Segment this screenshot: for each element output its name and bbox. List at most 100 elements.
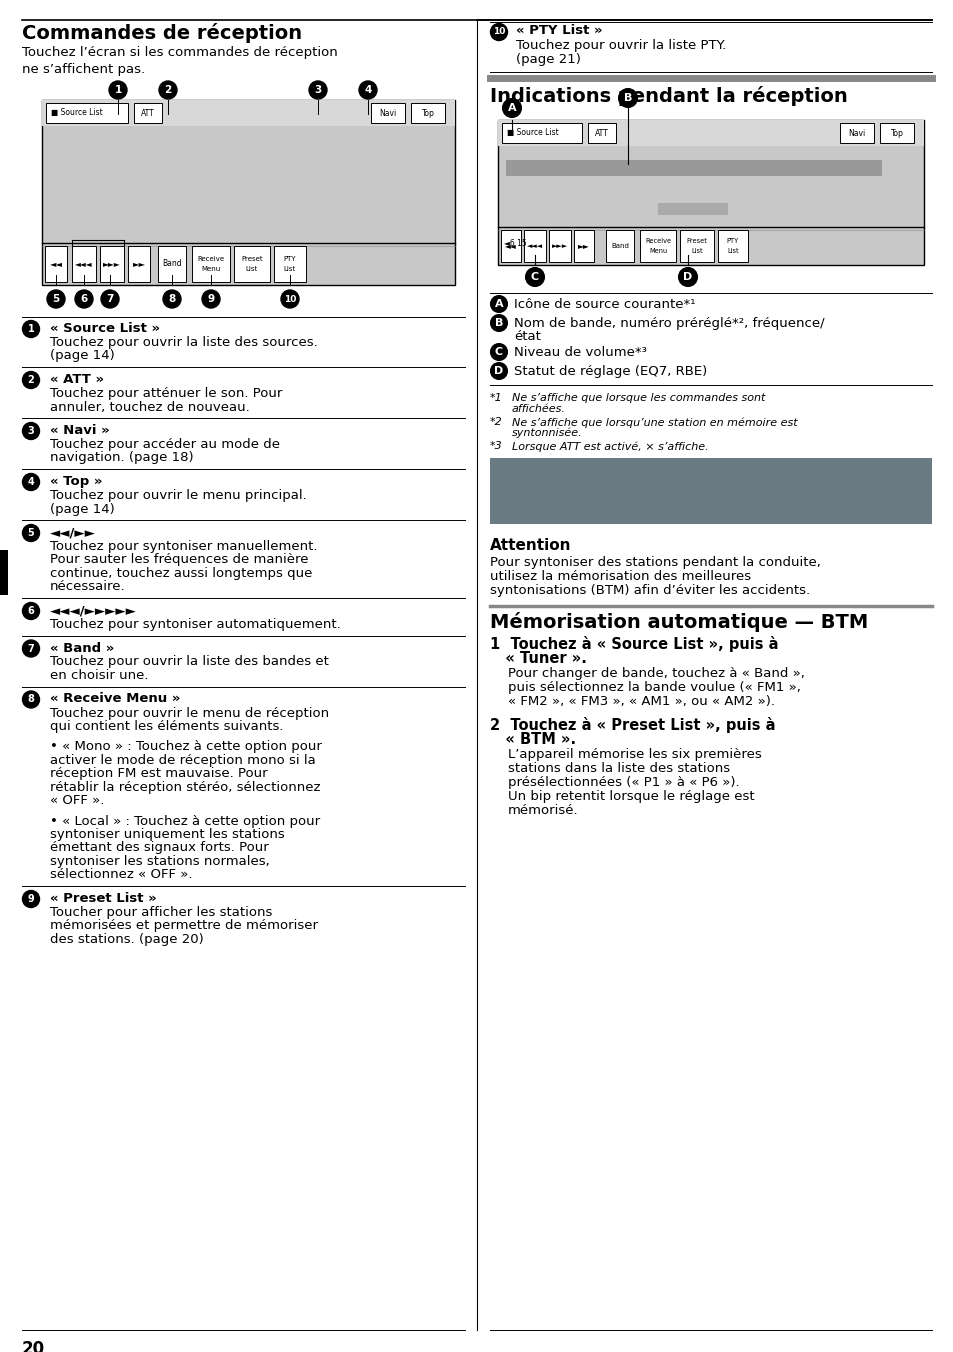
Text: ►►: ►►: [132, 260, 146, 269]
Text: Touchez pour accéder au mode de: Touchez pour accéder au mode de: [50, 438, 280, 452]
Text: 4: 4: [364, 85, 372, 95]
Text: réception FM est mauvaise. Pour: réception FM est mauvaise. Pour: [50, 767, 268, 780]
Text: ATT: ATT: [141, 108, 154, 118]
Circle shape: [525, 268, 543, 287]
Text: ◄6 15: ◄6 15: [503, 238, 526, 247]
FancyBboxPatch shape: [497, 120, 923, 265]
Circle shape: [491, 362, 506, 379]
Text: « OFF ».: « OFF ».: [50, 794, 104, 807]
Text: Navi: Navi: [847, 128, 864, 138]
Text: 5: 5: [52, 293, 59, 304]
Text: 3: 3: [28, 426, 34, 435]
Text: Touchez pour ouvrir la liste PTY.: Touchez pour ouvrir la liste PTY.: [516, 39, 725, 51]
Text: « FM2 », « FM3 », « AM1 », ou « AM2 »).: « FM2 », « FM3 », « AM1 », ou « AM2 »).: [507, 695, 774, 708]
Text: 4: 4: [28, 477, 34, 487]
FancyBboxPatch shape: [0, 550, 8, 595]
Text: C: C: [531, 272, 538, 283]
Circle shape: [491, 315, 506, 331]
Text: ■ Source List: ■ Source List: [51, 108, 103, 118]
Text: Top: Top: [421, 108, 434, 118]
Text: Touchez pour syntoniser automatiquement.: Touchez pour syntoniser automatiquement.: [50, 618, 340, 631]
Text: continue, touchez aussi longtemps que: continue, touchez aussi longtemps que: [50, 566, 312, 580]
Text: utilisez la mémorisation des meilleures: utilisez la mémorisation des meilleures: [490, 571, 750, 583]
Text: ►►: ►►: [578, 242, 589, 250]
Circle shape: [109, 81, 127, 99]
Text: Top: Top: [890, 128, 902, 138]
Text: ◄◄◄/►►►►►: ◄◄◄/►►►►►: [50, 604, 136, 617]
Circle shape: [23, 473, 39, 491]
FancyBboxPatch shape: [497, 120, 923, 146]
Text: Nom de bande, numéro préréglé*², fréquence/: Nom de bande, numéro préréglé*², fréquen…: [514, 316, 823, 330]
Text: Touchez pour atténuer le son. Pour: Touchez pour atténuer le son. Pour: [50, 387, 282, 400]
FancyBboxPatch shape: [133, 103, 162, 123]
FancyBboxPatch shape: [42, 100, 455, 126]
Text: List: List: [691, 247, 702, 254]
Text: émettant des signaux forts. Pour: émettant des signaux forts. Pour: [50, 841, 269, 854]
Circle shape: [309, 81, 327, 99]
Text: 9: 9: [28, 894, 34, 904]
Text: Menu: Menu: [201, 266, 220, 272]
Text: 2: 2: [164, 85, 172, 95]
Text: « Top »: « Top »: [50, 475, 102, 488]
Text: *1: *1: [490, 393, 502, 403]
Text: L’appareil mémorise les six premières: L’appareil mémorise les six premières: [507, 748, 760, 761]
Text: Touchez pour ouvrir le menu principal.: Touchez pour ouvrir le menu principal.: [50, 489, 307, 502]
Circle shape: [490, 23, 507, 41]
Text: Ne s’affiche que lorsque les commandes sont: Ne s’affiche que lorsque les commandes s…: [512, 393, 764, 403]
Text: Touchez l’écran si les commandes de réception
ne s’affichent pas.: Touchez l’écran si les commandes de réce…: [22, 46, 337, 76]
Text: 1  Touchez à « Source List », puis à: 1 Touchez à « Source List », puis à: [490, 635, 778, 652]
Text: Menu: Menu: [648, 247, 666, 254]
Text: ATT: ATT: [595, 128, 608, 138]
FancyBboxPatch shape: [233, 246, 270, 283]
Text: Mémorisation automatique — BTM: Mémorisation automatique — BTM: [490, 612, 867, 631]
Text: Lorsque ATT est activé, × s’affiche.: Lorsque ATT est activé, × s’affiche.: [512, 441, 708, 452]
Text: Pour sauter les fréquences de manière: Pour sauter les fréquences de manière: [50, 553, 308, 566]
Text: B: B: [623, 93, 632, 103]
FancyBboxPatch shape: [679, 230, 713, 262]
Text: 2: 2: [28, 375, 34, 385]
Text: 1: 1: [114, 85, 121, 95]
Circle shape: [23, 525, 39, 542]
FancyBboxPatch shape: [128, 246, 150, 283]
Text: Navi: Navi: [379, 108, 396, 118]
Circle shape: [491, 343, 506, 360]
Text: Touchez pour syntoniser manuellement.: Touchez pour syntoniser manuellement.: [50, 539, 317, 553]
Text: Ne s’affiche que lorsqu’une station en mémoire est: Ne s’affiche que lorsqu’une station en m…: [512, 416, 797, 427]
Text: mémorisé.: mémorisé.: [507, 804, 578, 817]
Text: List: List: [284, 266, 295, 272]
Text: « PTY List »: « PTY List »: [516, 24, 602, 37]
Text: • « Mono » : Touchez à cette option pour: • « Mono » : Touchez à cette option pour: [50, 741, 321, 753]
FancyBboxPatch shape: [46, 103, 128, 123]
Text: 6: 6: [28, 606, 34, 617]
Text: des stations. (page 20): des stations. (page 20): [50, 933, 204, 946]
FancyBboxPatch shape: [71, 246, 96, 283]
Text: Un bip retentit lorsque le réglage est: Un bip retentit lorsque le réglage est: [507, 790, 754, 803]
Text: « Source List »: « Source List »: [50, 322, 160, 335]
Circle shape: [202, 289, 220, 308]
Circle shape: [358, 81, 376, 99]
Text: 6: 6: [80, 293, 88, 304]
Text: 8: 8: [28, 695, 34, 704]
Text: Touchez pour ouvrir la liste des sources.: Touchez pour ouvrir la liste des sources…: [50, 337, 317, 349]
Text: présélectionnées (« P1 » à « P6 »).: présélectionnées (« P1 » à « P6 »).: [507, 776, 739, 790]
Circle shape: [502, 99, 520, 118]
Text: List: List: [726, 247, 738, 254]
Text: navigation. (page 18): navigation. (page 18): [50, 452, 193, 465]
FancyBboxPatch shape: [605, 230, 634, 262]
Text: rétablir la réception stéréo, sélectionnez: rétablir la réception stéréo, sélectionn…: [50, 780, 320, 794]
Text: « Receive Menu »: « Receive Menu »: [50, 692, 180, 706]
Text: B: B: [495, 318, 502, 329]
FancyBboxPatch shape: [45, 246, 67, 283]
FancyBboxPatch shape: [587, 123, 616, 143]
Text: état: état: [514, 330, 540, 343]
Text: A: A: [507, 103, 516, 114]
Text: Niveau de volume*³: Niveau de volume*³: [514, 346, 646, 360]
Text: syntoniser uniquement les stations: syntoniser uniquement les stations: [50, 827, 284, 841]
Text: ◄◄/►►: ◄◄/►►: [50, 526, 95, 539]
Text: « Navi »: « Navi »: [50, 425, 110, 437]
Text: Receive: Receive: [197, 256, 224, 262]
Text: 3: 3: [314, 85, 321, 95]
Circle shape: [23, 422, 39, 439]
Text: ◄◄◄: ◄◄◄: [526, 243, 542, 249]
Text: 1: 1: [28, 324, 34, 334]
